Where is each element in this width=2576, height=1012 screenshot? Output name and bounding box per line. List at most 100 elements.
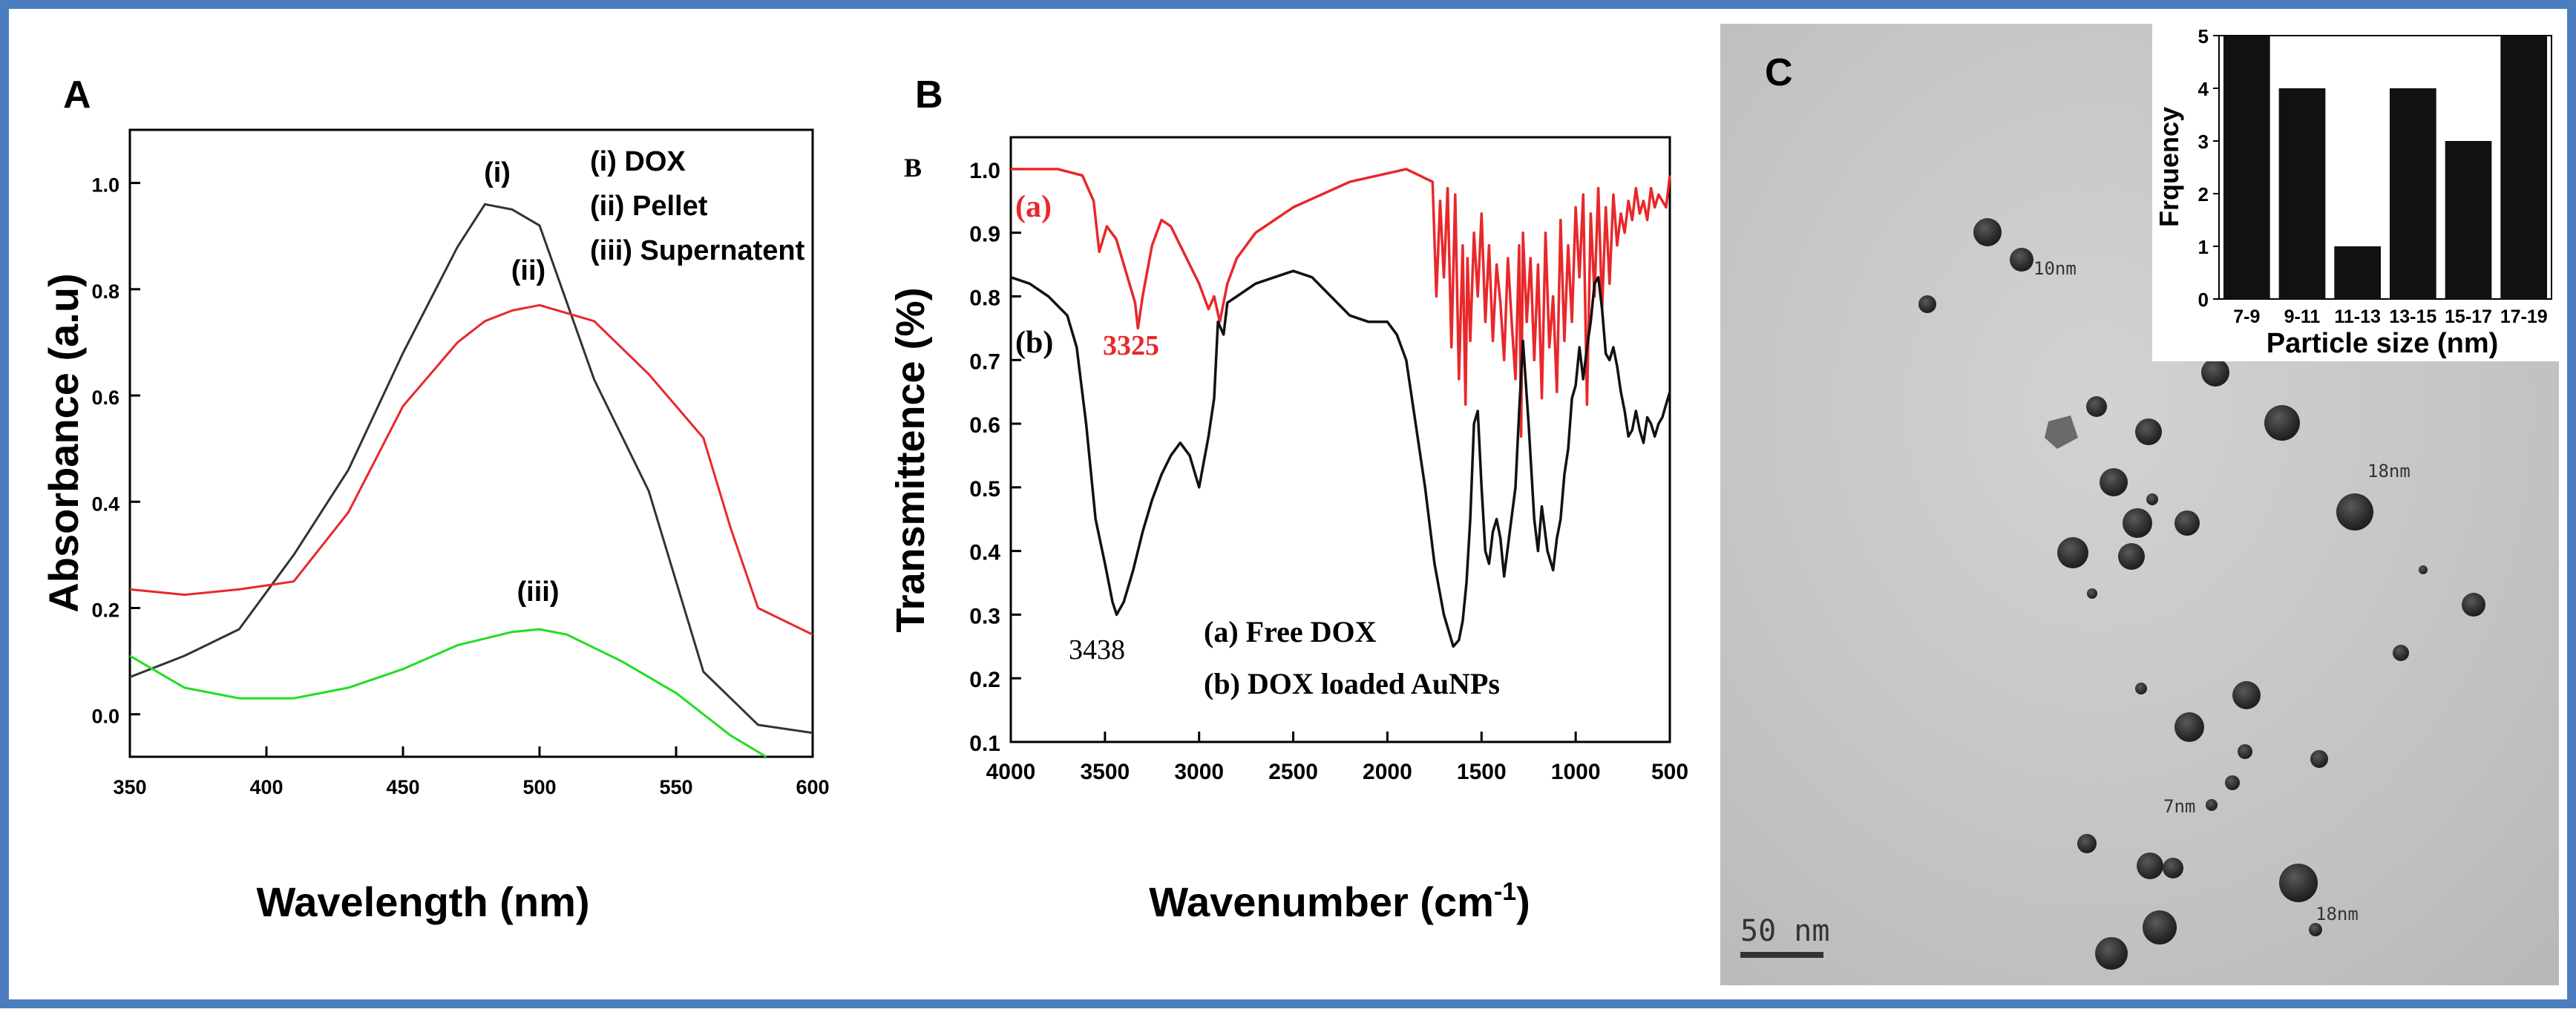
panel-a-xtick-label: 600 <box>796 776 829 798</box>
inset-ylabel: Frquency <box>2154 107 2184 227</box>
inset-xlabel: Particle size (nm) <box>2267 328 2499 359</box>
panel-a-annotation-ii: (ii) <box>511 255 545 286</box>
panel-b-label-b: (b) <box>1015 326 1053 360</box>
nanoparticle <box>1918 295 1936 313</box>
panel-a-series-3 <box>129 628 767 758</box>
inset-bar-15-17 <box>2445 141 2492 299</box>
panel-b-ytick-label: 0.5 <box>969 477 1000 502</box>
panel-a-ytick-label: 0.4 <box>91 493 119 515</box>
panel-b-legend-b: (b) DOX loaded AuNPs <box>1204 667 1500 700</box>
panel-a-legend-1: (i) DOX <box>590 146 686 177</box>
nanoparticles <box>1918 218 2485 970</box>
inset-ytick-label: 1 <box>2198 236 2209 258</box>
scale-bar <box>1740 952 1823 958</box>
panel-b-corner-label: B <box>904 153 922 183</box>
nanoparticle <box>2143 910 2177 944</box>
panel-b-ytick-label: 0.4 <box>969 541 1000 565</box>
panel-b-xlabel: Wavenumber (cm-1) <box>1149 878 1530 925</box>
inset-bar-17-19 <box>2500 36 2548 299</box>
panel-b-xtick-label: 3000 <box>1174 760 1224 784</box>
nanoparticle <box>2279 864 2318 902</box>
nanoparticle <box>2206 799 2218 811</box>
panel-c: C 10nm 18nm 7nm 18nm 50 nm 0 1 2 3 4 5 7-9 9-11… <box>1720 24 2559 985</box>
inset-ytick-label: 0 <box>2198 289 2209 311</box>
inset-bar-13-15 <box>2389 88 2436 299</box>
nanoparticle <box>2118 543 2145 570</box>
scale-bar-label: 50 nm <box>1740 914 1829 948</box>
panel-a-annotation-iii: (iii) <box>517 576 560 608</box>
nanoparticle <box>2174 712 2204 742</box>
size-label-18nm-bottom: 18nm <box>2316 904 2359 924</box>
panel-b-ytick-label: 0.6 <box>969 413 1000 438</box>
nanoparticle <box>1973 218 2002 246</box>
panel-b-series-1 <box>1011 168 1671 438</box>
panel-b-xtick-label: 1500 <box>1457 760 1507 784</box>
panel-a-xtick-label: 350 <box>113 776 146 798</box>
nanoparticle <box>2393 645 2409 661</box>
panel-b-xlabel-main: Wavenumber (cm <box>1149 878 1494 925</box>
panel-a-xtick-label: 450 <box>386 776 419 798</box>
panel-a: A 350 400 450 500 550 600 0.0 0.2 0.4 0.6 0.8 1.0 A… <box>40 73 830 925</box>
nanoparticle <box>2232 681 2261 709</box>
panel-b-xtick-label: 2500 <box>1268 760 1318 784</box>
panel-b-series-2 <box>1010 269 1671 648</box>
nanoparticle <box>2095 937 2128 970</box>
panel-b-ytick-label: 0.9 <box>969 223 1000 247</box>
nanoparticle <box>2310 750 2328 768</box>
size-label-18nm-top: 18nm <box>2367 461 2411 482</box>
panel-a-ytick-label: 0.8 <box>91 280 119 303</box>
nanoparticle <box>2135 683 2147 694</box>
panel-a-xlabel: Wavelength (nm) <box>256 878 589 925</box>
panel-a-annotation-i: (i) <box>484 157 511 188</box>
panel-b-xtick-label: 500 <box>1651 760 1688 784</box>
nanoparticle <box>2077 834 2097 853</box>
panel-a-legend-2: (ii) Pellet <box>590 191 708 222</box>
panel-b-ytick-label: 0.7 <box>969 349 1000 374</box>
inset-bar-7-9 <box>2223 36 2270 299</box>
panel-a-series-2 <box>129 303 813 636</box>
panel-b-label: B <box>915 73 943 116</box>
nanoparticle <box>2057 537 2088 568</box>
nanoparticle <box>2462 593 2485 617</box>
panel-a-ylabel: Absorbance (a.u) <box>40 273 87 612</box>
panel-a-xtick-label: 400 <box>249 776 283 798</box>
size-label-7nm: 7nm <box>2163 796 2195 817</box>
nanoparticle <box>2100 468 2128 496</box>
panel-a-ytick-label: 0.2 <box>91 599 119 621</box>
inset-ytick-label: 5 <box>2198 25 2209 47</box>
panel-b-xtick-label: 1000 <box>1551 760 1601 784</box>
inset-xtick-label: 13-15 <box>2389 306 2436 327</box>
nanoparticle <box>2123 508 2152 538</box>
panel-b-peak-red: 3325 <box>1103 330 1159 361</box>
panel-b-xtick-label: 3500 <box>1080 760 1130 784</box>
panel-a-ytick-label: 1.0 <box>91 174 119 197</box>
panel-a-xtick-label: 550 <box>659 776 692 798</box>
panel-b-ytick-label: 0.8 <box>969 286 1000 310</box>
panel-b-xlabel-close: ) <box>1516 878 1530 925</box>
nanoparticle <box>2264 405 2300 441</box>
nanoparticle <box>2336 493 2373 530</box>
panel-b-label-a: (a) <box>1015 190 1052 224</box>
nanoparticle <box>2238 744 2252 759</box>
panel-b-axes-frame <box>1009 136 1671 743</box>
inset-ytick-label: 4 <box>2198 78 2209 100</box>
nanoparticle <box>2419 565 2428 574</box>
panel-b-legend-a: (a) Free DOX <box>1204 615 1377 648</box>
panel-a-axes-frame <box>128 128 814 758</box>
nanoparticle <box>2086 396 2107 417</box>
panel-a-legend-3: (iii) Supernatent <box>590 235 805 266</box>
inset-xtick-label: 9-11 <box>2284 306 2321 327</box>
panel-c-label: C <box>1765 51 1793 94</box>
nanoparticle <box>2309 923 2322 936</box>
nanoparticle <box>2225 775 2240 790</box>
inset-xtick-label: 15-17 <box>2445 306 2492 327</box>
nanoparticle <box>2010 248 2033 272</box>
inset-ytick-label: 2 <box>2198 183 2209 206</box>
panel-b-xlabel-sup: -1 <box>1494 878 1516 906</box>
panel-b: B B 4000 3500 3000 2500 2000 1500 1000 500 0.1 0.… <box>888 73 1688 925</box>
panel-b-ytick-label: 0.3 <box>969 604 1000 628</box>
size-label-10nm: 10nm <box>2033 258 2077 279</box>
panel-b-ytick-label: 0.2 <box>969 668 1000 692</box>
